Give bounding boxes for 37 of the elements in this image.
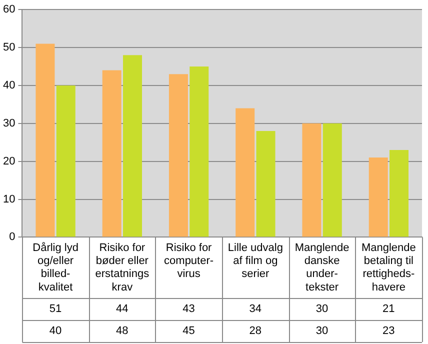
x-tick-label: Manglende betaling til rettigheds- havere: [361, 242, 416, 294]
bar: [390, 150, 409, 237]
bar: [322, 123, 342, 237]
data-label: 45: [182, 325, 195, 338]
data-label: 21: [382, 303, 395, 316]
x-tick-label: Risiko for bøder eller erstatnings krav: [95, 242, 150, 294]
y-tick-label: 30: [2, 117, 16, 130]
y-tick-label: 40: [2, 80, 16, 92]
bar: [190, 66, 209, 237]
bar: [302, 123, 322, 237]
x-tick-label: Dårlig lyd og/eller billed- kvalitet: [32, 242, 78, 294]
data-label: 34: [249, 303, 262, 316]
y-tick-label: 20: [2, 155, 16, 168]
y-tick-label: 50: [2, 42, 16, 54]
bar: [168, 74, 188, 237]
data-label: 48: [116, 325, 128, 338]
data-label: 28: [249, 325, 262, 338]
data-label: 43: [182, 303, 195, 316]
data-label: 44: [116, 303, 128, 316]
y-tick-label: 10: [2, 193, 16, 206]
x-tick-label: Risiko for computer- virus: [164, 242, 214, 280]
data-label: 30: [316, 303, 328, 316]
data-label: 30: [316, 325, 328, 338]
x-tick-label: Lille udvalg af film og serier: [228, 242, 283, 280]
y-tick-label: 0: [9, 231, 16, 244]
data-label: 23: [382, 325, 395, 338]
bar: [368, 158, 388, 237]
bar: [36, 44, 55, 237]
y-tick-label: 60: [2, 4, 16, 16]
bar: [256, 130, 276, 237]
x-tick-label: Manglende danske under- tekster: [294, 242, 350, 294]
bar: [56, 85, 76, 237]
bar: [102, 70, 122, 237]
bar: [236, 108, 255, 237]
bar: [123, 55, 142, 237]
data-label: 51: [49, 303, 62, 316]
data-label: 40: [49, 325, 62, 338]
